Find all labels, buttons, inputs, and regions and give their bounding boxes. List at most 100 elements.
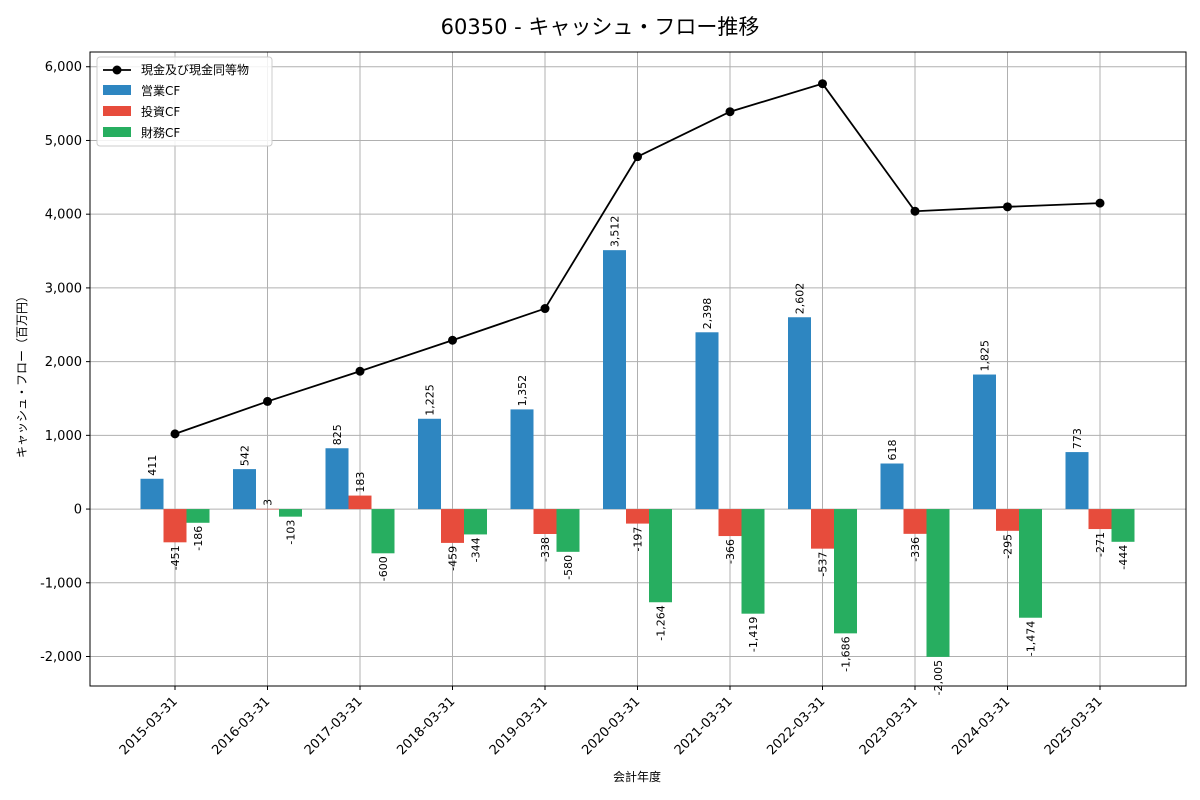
cash-line	[170, 79, 1105, 439]
bar-value-label: 1,352	[516, 375, 529, 407]
bar-investing	[163, 509, 187, 543]
bar-operating	[510, 409, 534, 510]
bar-value-labels: 411 542 825 1,225 1,352 3,512 2,398 2,602 618 1,8…	[146, 216, 1130, 696]
bar-operating	[973, 374, 996, 510]
bar-operating	[325, 448, 349, 510]
bar-value-label: -2,005	[932, 660, 945, 695]
chart-title: 60350 - キャッシュ・フロー推移	[441, 15, 760, 39]
y-axis-label: キャッシュ・フロー（百万円）	[15, 290, 29, 458]
x-tick-label: 2024-03-31	[949, 694, 1013, 758]
bar-value-label: 542	[239, 445, 252, 466]
bar-investing	[718, 509, 742, 537]
bar-value-label: -459	[447, 546, 460, 571]
bar-operating	[418, 418, 441, 510]
legend-bar-swatch	[103, 127, 131, 137]
bar-value-label: 618	[886, 440, 899, 461]
x-tick-label: 2023-03-31	[857, 694, 921, 758]
legend-label: 投資CF	[141, 104, 180, 119]
cash-line-point	[170, 429, 180, 439]
bar-value-label: -103	[285, 520, 298, 545]
bar-financing	[464, 509, 487, 535]
y-tick-label: 6,000	[45, 60, 82, 75]
cash-line-point	[263, 396, 272, 406]
bar-value-label: 3	[262, 499, 275, 506]
y-tick-label: -1,000	[40, 576, 82, 591]
cash-line-point	[633, 152, 642, 162]
bar-financing	[834, 509, 857, 634]
x-tick-label: 2017-03-31	[302, 694, 366, 758]
legend-label: 営業CF	[141, 84, 180, 98]
bar-value-label: -1,474	[1025, 621, 1038, 656]
bar-value-label: -295	[1002, 534, 1015, 559]
bar-investing	[996, 509, 1019, 531]
bar-operating	[1065, 452, 1089, 510]
bar-investing	[626, 509, 649, 524]
bar-value-label: 1,225	[424, 384, 437, 416]
grid	[90, 52, 1186, 686]
y-tick-label: -2,000	[40, 650, 82, 665]
bar-investing	[441, 509, 464, 543]
bar-financing	[186, 509, 210, 523]
bar-investing	[811, 509, 834, 549]
bar-value-label: -537	[817, 552, 830, 577]
cash-line-point	[725, 107, 735, 117]
bar-value-label: 2,602	[794, 283, 807, 315]
legend-bar-swatch	[103, 106, 131, 116]
y-tick-label: 4,000	[45, 208, 82, 223]
bar-value-label: 773	[1071, 428, 1084, 449]
bar-financing	[371, 509, 395, 554]
bar-value-label: -197	[632, 527, 645, 552]
x-tick-label: 2020-03-31	[579, 694, 643, 758]
x-tick-label: 2022-03-31	[764, 694, 828, 758]
bar-value-label: 3,512	[609, 216, 622, 248]
cash-line-point	[818, 79, 827, 89]
bar-operating	[788, 317, 811, 510]
legend-box	[96, 56, 273, 147]
y-tick-label: 3,000	[45, 281, 82, 296]
bar-value-label: 1,825	[979, 340, 992, 372]
bar-financing	[649, 509, 672, 603]
bar-value-label: -1,264	[655, 605, 668, 640]
bar-investing	[533, 509, 557, 534]
x-tick-label: 2019-03-31	[487, 694, 551, 758]
bar-value-label: -366	[724, 539, 737, 564]
legend-label: 現金及び現金同等物	[141, 62, 249, 77]
bar-value-label: 2,398	[701, 298, 714, 330]
cash-line-point	[448, 335, 457, 345]
bar-value-label: -336	[909, 537, 922, 562]
cash-line-point	[1003, 202, 1012, 212]
bar-value-label: -451	[169, 545, 182, 570]
bar-value-label: 183	[354, 472, 367, 493]
cash-line-point	[1095, 198, 1105, 208]
bar-value-label: -344	[470, 537, 483, 562]
bar-financing	[556, 509, 580, 552]
x-tick-label: 2018-03-31	[394, 694, 458, 758]
bar-operating	[233, 469, 256, 510]
x-tick-label: 2016-03-31	[209, 694, 273, 758]
bars	[140, 250, 1135, 657]
x-axis-label: 会計年度	[613, 769, 661, 784]
x-tick-label: 2021-03-31	[672, 694, 736, 758]
y-tick-label: 5,000	[45, 134, 82, 149]
bar-value-label: -1,419	[747, 617, 760, 652]
bar-value-label: -338	[539, 537, 552, 562]
y-tick-label: 1,000	[45, 429, 82, 444]
bar-financing	[1019, 509, 1042, 618]
bar-financing	[741, 509, 765, 614]
bar-value-label: 825	[331, 424, 344, 445]
bar-operating	[695, 332, 719, 510]
x-tick-label: 2015-03-31	[117, 694, 181, 758]
legend-line-marker	[112, 65, 122, 75]
bar-financing	[279, 509, 302, 517]
bar-operating	[603, 250, 626, 510]
bar-financing	[1111, 509, 1135, 542]
bar-value-label: -1,686	[840, 636, 853, 671]
x-tick-label: 2025-03-31	[1042, 694, 1106, 758]
bar-investing	[256, 508, 279, 510]
cash-line-point	[910, 206, 920, 216]
bar-value-label: -186	[192, 526, 205, 551]
bar-value-label: 411	[146, 455, 159, 476]
bar-financing	[926, 509, 950, 657]
bar-value-label: -444	[1117, 545, 1130, 570]
